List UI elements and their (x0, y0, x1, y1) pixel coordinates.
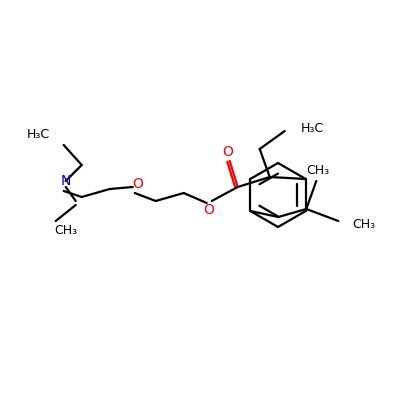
Text: O: O (222, 145, 233, 159)
Text: N: N (60, 174, 71, 188)
Text: CH₃: CH₃ (352, 218, 376, 232)
Text: O: O (203, 203, 214, 217)
Text: O: O (132, 177, 143, 191)
Text: H₃C: H₃C (26, 128, 50, 142)
Text: CH₃: CH₃ (54, 224, 77, 238)
Text: CH₃: CH₃ (307, 164, 330, 178)
Text: H₃C: H₃C (301, 122, 324, 136)
